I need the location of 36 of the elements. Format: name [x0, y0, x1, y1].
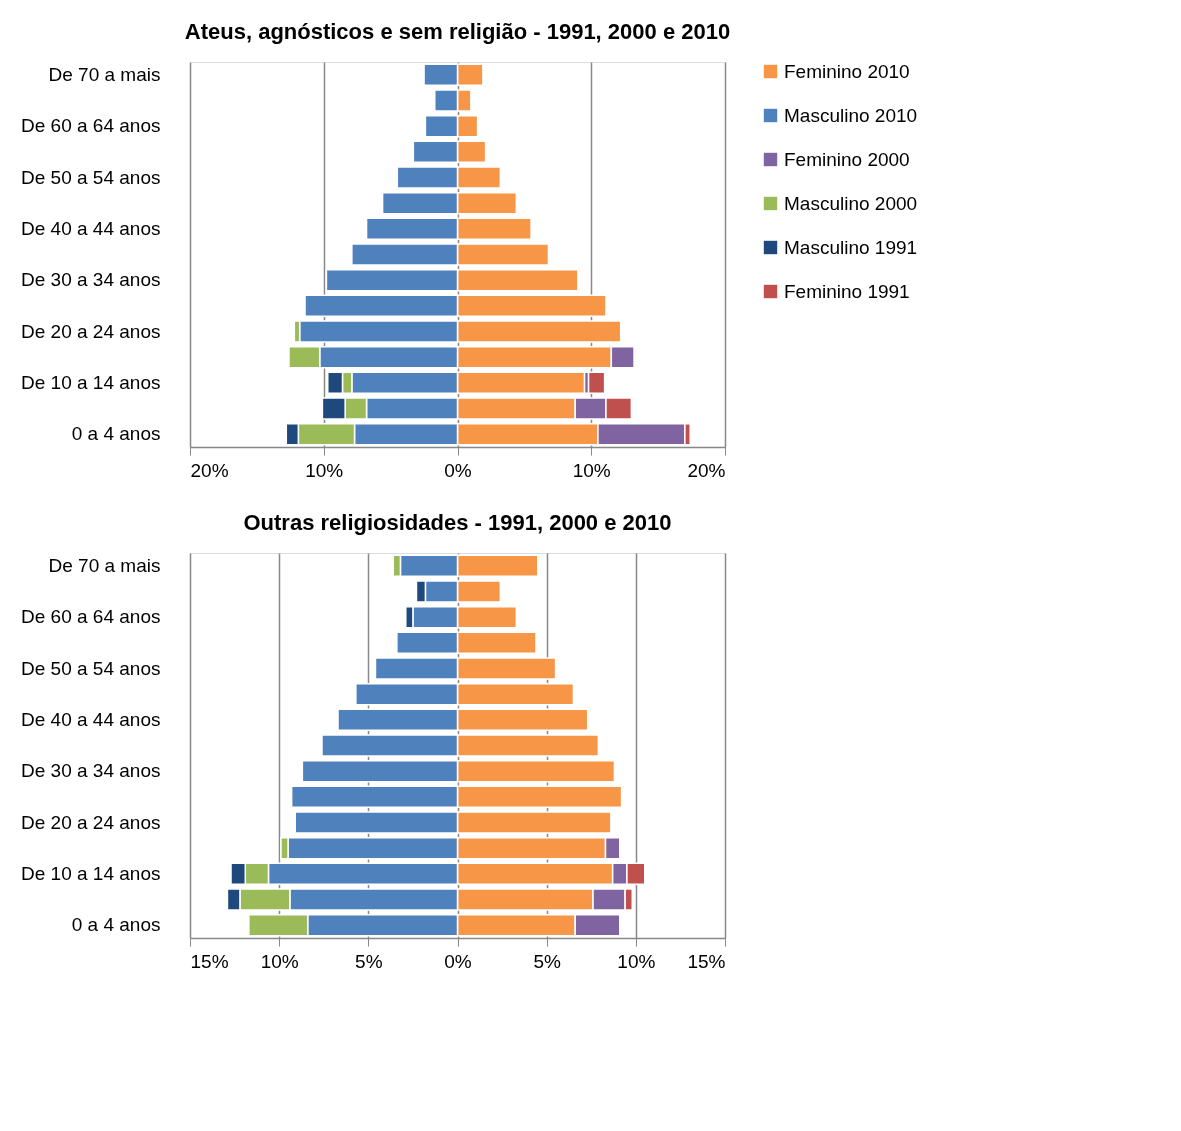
legend-label: Masculino 1991	[784, 236, 918, 258]
y-tick-label: De 70 a mais	[48, 63, 161, 85]
legend-label: Feminino 2000	[784, 148, 910, 170]
y-tick-label: De 20 a 24 anos	[21, 320, 161, 342]
legend-label: Masculino 2000	[784, 192, 918, 214]
x-tick-label: 10%	[305, 459, 344, 481]
x-tick-label: 10%	[572, 459, 611, 481]
y-tick-label: De 40 a 44 anos	[21, 708, 161, 730]
chart-title: Outras religiosidades - 1991, 2000 e 2010	[243, 510, 672, 535]
y-tick-label: 0 a 4 anos	[71, 914, 161, 936]
chart-title: Ateus, agnósticos e sem religião - 1991, 2000 e 2010	[184, 19, 731, 44]
x-tick-label: 0%	[444, 459, 472, 481]
y-tick-label: De 40 a 44 anos	[21, 217, 161, 239]
x-tick-label: 20%	[687, 459, 726, 481]
y-tick-label: De 30 a 34 anos	[21, 760, 161, 782]
y-tick-label: De 10 a 14 anos	[21, 862, 161, 884]
y-tick-label: De 70 a mais	[48, 554, 161, 576]
y-tick-label: De 50 a 54 anos	[21, 166, 161, 188]
x-tick-label: 0%	[444, 950, 472, 972]
y-tick-label: De 10 a 14 anos	[21, 371, 161, 393]
x-tick-label: 15%	[190, 950, 229, 972]
y-tick-label: De 30 a 34 anos	[21, 269, 161, 291]
x-tick-label: 10%	[260, 950, 299, 972]
legend-label: Feminino 2010	[784, 60, 910, 82]
y-tick-label: De 20 a 24 anos	[21, 811, 161, 833]
x-tick-label: 15%	[687, 950, 726, 972]
x-tick-label: 10%	[617, 950, 656, 972]
legend-label: Masculino 2010	[784, 104, 918, 126]
x-tick-label: 5%	[355, 950, 383, 972]
x-tick-label: 20%	[190, 459, 229, 481]
legend-label: Feminino 1991	[784, 280, 910, 302]
x-tick-label: 5%	[533, 950, 561, 972]
y-tick-label: 0 a 4 anos	[71, 423, 161, 445]
y-tick-label: De 60 a 64 anos	[21, 606, 161, 628]
y-tick-label: De 50 a 54 anos	[21, 657, 161, 679]
y-tick-label: De 60 a 64 anos	[21, 115, 161, 137]
